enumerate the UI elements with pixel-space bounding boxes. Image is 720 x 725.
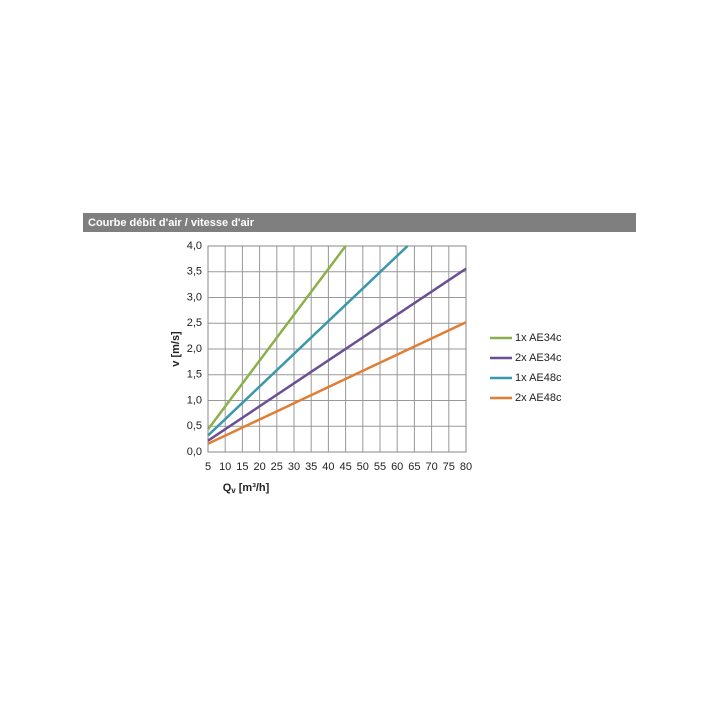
x-tick-label: 50 xyxy=(357,461,369,473)
y-tick-label: 0,0 xyxy=(187,446,202,458)
header-title: Courbe débit d'air / vitesse d'air xyxy=(88,217,255,229)
x-tick-label: 35 xyxy=(305,461,317,473)
x-label-rest: [m³/h] xyxy=(236,482,270,494)
x-tick-label: 15 xyxy=(236,461,248,473)
x-tick-label: 25 xyxy=(271,461,283,473)
y-tick-label: 4,0 xyxy=(187,240,202,252)
x-tick-label: 20 xyxy=(253,461,265,473)
x-tick-label: 60 xyxy=(391,461,403,473)
y-tick-label: 1,5 xyxy=(187,369,202,381)
series-line xyxy=(207,267,467,442)
x-tick-label: 5 xyxy=(205,461,211,473)
legend-label: 2x AE48c xyxy=(515,392,562,404)
x-tick-label: 70 xyxy=(425,461,437,473)
x-axis-label: Qv [m³/h] xyxy=(223,482,270,495)
y-axis-label: v [m/s] xyxy=(170,331,182,367)
x-tick-label: 75 xyxy=(443,461,455,473)
x-tick-label: 55 xyxy=(374,461,386,473)
series-line xyxy=(207,245,409,437)
y-tick-label: 1,0 xyxy=(187,394,202,406)
x-tick-label: 30 xyxy=(288,461,300,473)
y-tick-label: 0,5 xyxy=(187,420,202,432)
legend-label: 1x AE34c xyxy=(515,332,562,344)
y-tick-label: 2,0 xyxy=(187,343,202,355)
x-tick-label: 80 xyxy=(460,461,472,473)
legend-label: 1x AE48c xyxy=(515,372,562,384)
x-tick-label: 45 xyxy=(339,461,351,473)
plot-frame xyxy=(207,245,467,453)
y-tick-label: 3,5 xyxy=(187,266,202,278)
y-tick-label: 2,5 xyxy=(187,317,202,329)
series-line xyxy=(207,321,467,445)
x-tick-label: 40 xyxy=(322,461,334,473)
x-tick-label: 65 xyxy=(408,461,420,473)
x-label-sub: v xyxy=(231,486,236,495)
legend-label: 2x AE34c xyxy=(515,352,562,364)
series-line xyxy=(207,245,347,431)
y-tick-label: 3,0 xyxy=(187,291,202,303)
header-bar xyxy=(83,213,636,232)
x-tick-label: 10 xyxy=(219,461,231,473)
x-label-main: Q xyxy=(223,482,232,494)
